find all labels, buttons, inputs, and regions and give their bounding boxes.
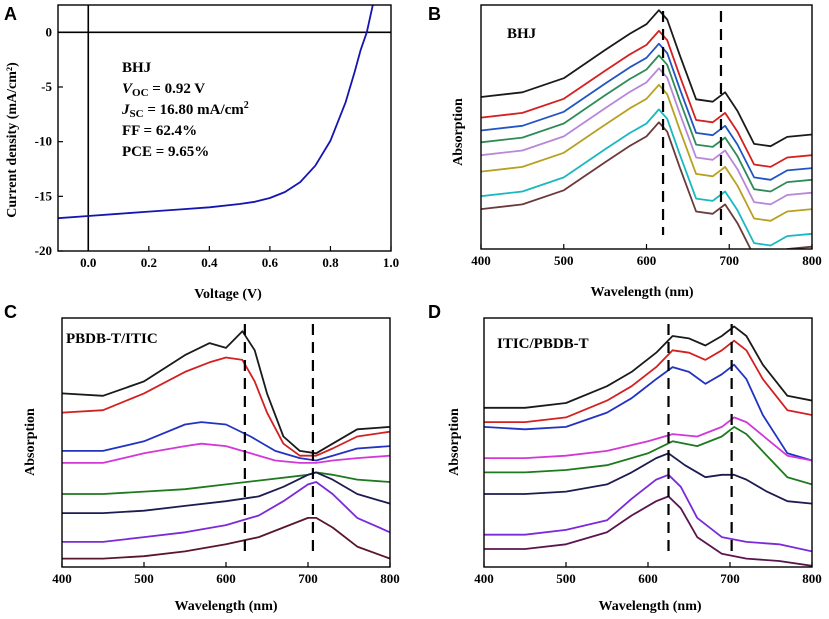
panel-d-plot: 400 500 600 700 800 [474,317,822,586]
panel-b-series-3 [481,42,812,181]
panel-d-xlabel: Wavelength (nm) [598,599,701,614]
panel-a-title: BHJ [122,60,152,76]
panel-b-xlabel: Wavelength (nm) [590,285,693,300]
panel-b-series-2 [481,29,812,168]
panel-a-ytick-label: -5 [41,79,52,94]
panel-a-xlabel: Voltage (V) [194,287,262,302]
pce-annotation: PCE = 9.65% [122,144,209,160]
panel-d-series-4 [484,416,812,462]
panel-b-xtick-label: 400 [471,253,491,268]
panel-c-series-5 [62,471,390,495]
panel-c-xlabel: Wavelength (nm) [174,599,277,614]
panel-b-series-7 [481,108,812,247]
panel-d-xtick-label: 800 [802,571,822,586]
panel-c-title: PBDB-T/ITIC [66,331,158,347]
panel-d-xtick-label: 400 [474,571,494,586]
panel-b-xtick-label: 700 [720,253,740,268]
panel-b-xtick-label: 500 [554,253,574,268]
panel-d-xtick-label: 700 [720,571,740,586]
jsc-annotation: JSC = 16.80 mA/cm2 [121,100,249,120]
panel-c-series-1 [62,330,390,455]
panel-label-b: B [428,4,441,24]
panel-c-series-3 [62,421,390,462]
panel-d-series-8 [484,495,812,567]
panel-c-xtick-label: 400 [52,571,72,586]
panel-a-xtick-label: 0.0 [80,255,96,270]
panel-b-title: BHJ [507,26,537,42]
panel-c-series-4 [62,442,390,464]
panel-label-c: C [4,302,17,322]
panel-c-xtick-label: 700 [298,571,318,586]
panel-c-xtick-label: 600 [216,571,236,586]
panel-b-series-1 [481,9,812,148]
panel-d-xtick-label: 600 [638,571,658,586]
voc-annotation: VOC = 0.92 V [122,81,205,99]
panel-b-xtick-label: 800 [802,253,822,268]
panel-d-series-6 [484,452,812,505]
panel-label-d: D [428,302,441,322]
panel-c-series-7 [62,481,390,543]
panel-a-xtick-label: 1.0 [383,255,399,270]
panel-c-xtick-label: 500 [134,571,154,586]
panel-a-frame [57,4,392,252]
panel-c-series-8 [62,517,390,560]
panel-c-xtick-label: 800 [380,571,400,586]
panel-d-ylabel: Absorption [447,408,462,476]
panel-d-series-1 [484,325,812,409]
panel-c-frame [61,317,391,568]
panel-a-ytick-label: -10 [35,134,52,149]
panel-b-xtick-label: 600 [637,253,657,268]
panel-b-series-4 [481,54,812,193]
panel-a-xtick-label: 0.4 [201,255,218,270]
panel-a-xtick-label: 0.8 [322,255,339,270]
panel-d-series-2 [484,339,812,423]
panel-a-xtick-label: 0.2 [141,255,157,270]
panel-b-ylabel: Absorption [451,98,466,166]
panel-b-plot: 400 500 600 700 800 [471,4,822,268]
panel-a-ylabel: Current density (mA/cm²) [5,62,20,218]
panel-d-series-7 [484,473,812,553]
panel-a-ytick-label: 0 [46,24,53,39]
panel-a: A 0.0 0.2 0.4 0.6 0.8 1.0 0 -5 -10 -15 -20 Current… [4,4,399,302]
panel-a-annotations: BHJ VOC = 0.92 V JSC = 16.80 mA/cm2 FF =… [121,60,249,160]
panel-c-series-6 [62,471,390,514]
panel-a-xtick-label: 0.6 [262,255,279,270]
panel-d-frame [483,317,813,568]
panel-d-title: ITIC/PBDB-T [497,336,589,352]
ff-annotation: FF = 62.4% [122,123,197,139]
panel-b-series-8 [481,121,812,249]
panel-d: D 400 500 600 700 800 Absorption Wavelength … [428,302,822,614]
panel-d-xtick-label: 500 [556,571,576,586]
panel-c: C 400 500 600 700 800 Absorption Wavelength … [4,302,400,614]
panel-a-ytick-label: -15 [35,188,53,203]
panel-d-series-3 [484,363,812,462]
panel-label-a: A [4,4,17,24]
panel-a-series-J-V [58,5,374,220]
panel-a-ytick-label: -20 [35,243,52,258]
panel-a-plot: 0.0 0.2 0.4 0.6 0.8 1.0 0 -5 -10 -15 -20 [35,4,399,270]
panel-c-ylabel: Absorption [23,408,38,476]
panel-c-series-2 [62,356,390,457]
panel-d-series-5 [484,426,812,486]
panel-b-series-5 [481,67,812,206]
panel-b: B 400 500 600 700 800 Absorption Wavelength … [428,4,822,300]
panel-c-plot: 400 500 600 700 800 [52,317,400,586]
panel-b-series-6 [481,83,812,222]
